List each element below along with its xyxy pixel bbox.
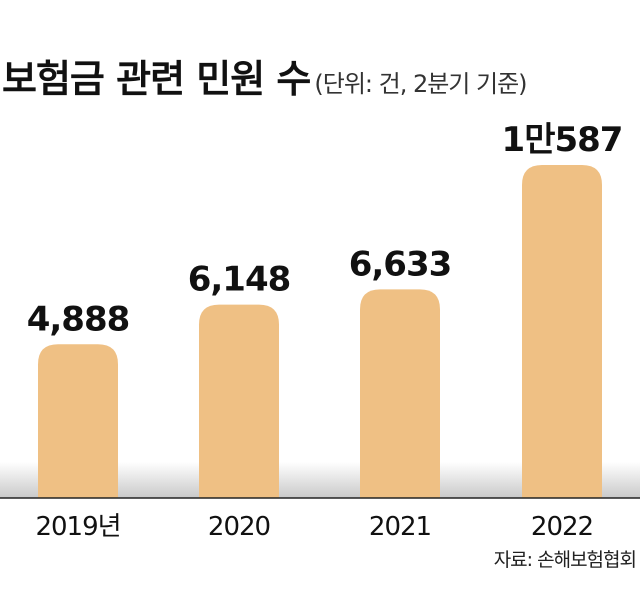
- data-label: 6,148: [188, 260, 291, 300]
- data-label: 1만587: [502, 120, 623, 160]
- x-tick-label: 2019년: [35, 512, 120, 542]
- title-unit: (단위: 건, 2분기 기준): [314, 70, 527, 98]
- title-main: 보험금 관련 민원 수: [2, 57, 311, 101]
- bar-2022: [522, 165, 602, 498]
- data-label: 4,888: [27, 299, 130, 339]
- source-note: 자료: 손해보험협회: [493, 549, 637, 571]
- x-tick-label: 2021: [369, 512, 431, 542]
- x-tick-label: 2022: [531, 512, 593, 542]
- bar-2019년: [38, 344, 118, 498]
- data-label: 6,633: [349, 244, 452, 284]
- x-tick-label: 2020: [208, 512, 270, 542]
- chart-title: 보험금 관련 민원 수 (단위: 건, 2분기 기준): [2, 48, 528, 103]
- bar-2021: [360, 289, 440, 498]
- bar-2020: [199, 304, 279, 498]
